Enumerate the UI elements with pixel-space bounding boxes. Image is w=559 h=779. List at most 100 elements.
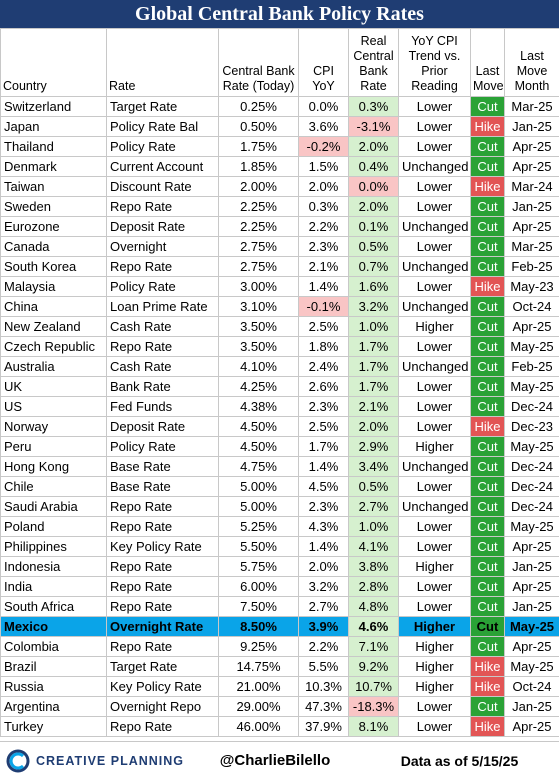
- cell-cpi: 4.5%: [298, 476, 349, 497]
- cell-rate: Base Rate: [106, 456, 219, 477]
- header-cpi: CPI YoY: [298, 28, 349, 97]
- cell-cb-rate: 2.75%: [218, 256, 299, 277]
- cell-cb-rate: 3.50%: [218, 316, 299, 337]
- cell-country: Switzerland: [0, 96, 107, 117]
- cell-cb-rate: 2.75%: [218, 236, 299, 257]
- cell-cb-rate: 3.10%: [218, 296, 299, 317]
- table-row: Argentina Overnight Repo 29.00% 47.3% -18.3%…: [0, 696, 559, 717]
- cell-rate: Bank Rate: [106, 376, 219, 397]
- cell-real-rate: 3.2%: [348, 296, 399, 317]
- cell-cpi-trend: Higher: [398, 316, 471, 337]
- table-row: India Repo Rate 6.00% 3.2% 2.8% Lower Cut Apr-2…: [0, 576, 559, 597]
- table-row: Russia Key Policy Rate 21.00% 10.3% 10.7% Hig…: [0, 676, 559, 697]
- cell-cb-rate: 3.50%: [218, 336, 299, 357]
- cell-rate: Current Account: [106, 156, 219, 177]
- table-row: Czech Republic Repo Rate 3.50% 1.8% 1.7% Lowe…: [0, 336, 559, 357]
- cell-cpi-trend: Higher: [398, 616, 471, 637]
- cell-cpi-trend: Unchanged: [398, 216, 471, 237]
- cell-real-rate: 3.8%: [348, 556, 399, 577]
- cell-country: Australia: [0, 356, 107, 377]
- cell-cpi-trend: Lower: [398, 476, 471, 497]
- cell-cpi: 2.3%: [298, 236, 349, 257]
- cell-real-rate: 0.0%: [348, 176, 399, 197]
- cell-cpi-trend: Lower: [398, 596, 471, 617]
- cell-real-rate: 1.7%: [348, 356, 399, 377]
- cell-cb-rate: 6.00%: [218, 576, 299, 597]
- cell-last-move-month: Jan-25: [504, 556, 559, 577]
- cell-rate: Overnight Repo: [106, 696, 219, 717]
- cell-rate: Repo Rate: [106, 496, 219, 517]
- cell-real-rate: 0.1%: [348, 216, 399, 237]
- cell-cb-rate: 5.25%: [218, 516, 299, 537]
- cell-last-move: Hike: [470, 276, 505, 297]
- brand-name: CREATIVE PLANNING: [36, 753, 185, 768]
- cell-cb-rate: 9.25%: [218, 636, 299, 657]
- cell-last-move-month: Mar-25: [504, 236, 559, 257]
- cell-cpi: 10.3%: [298, 676, 349, 697]
- cell-cpi: 3.6%: [298, 116, 349, 137]
- cell-country: Saudi Arabia: [0, 496, 107, 517]
- cell-last-move-month: Dec-24: [504, 396, 559, 417]
- cell-real-rate: 2.0%: [348, 196, 399, 217]
- cell-real-rate: 4.1%: [348, 536, 399, 557]
- cell-last-move: Cut: [470, 456, 505, 477]
- cell-rate: Policy Rate: [106, 436, 219, 457]
- table-row: Colombia Repo Rate 9.25% 2.2% 7.1% Higher Cut A…: [0, 636, 559, 657]
- cell-last-move: Cut: [470, 296, 505, 317]
- cell-rate: Repo Rate: [106, 336, 219, 357]
- cell-last-move-month: Mar-24: [504, 176, 559, 197]
- table-row: Sweden Repo Rate 2.25% 0.3% 2.0% Lower Cut Jan-…: [0, 196, 559, 217]
- cell-cpi-trend: Lower: [398, 416, 471, 437]
- cell-last-move-month: Feb-25: [504, 356, 559, 377]
- cell-last-move: Cut: [470, 576, 505, 597]
- cell-last-move: Cut: [470, 96, 505, 117]
- cell-rate: Deposit Rate: [106, 416, 219, 437]
- cell-last-move: Cut: [470, 356, 505, 377]
- cell-cpi-trend: Unchanged: [398, 296, 471, 317]
- cell-cb-rate: 4.25%: [218, 376, 299, 397]
- cell-country: US: [0, 396, 107, 417]
- cell-last-move-month: May-25: [504, 616, 559, 637]
- cell-cb-rate: 21.00%: [218, 676, 299, 697]
- cell-last-move: Cut: [470, 136, 505, 157]
- cell-real-rate: 1.7%: [348, 336, 399, 357]
- cell-rate: Loan Prime Rate: [106, 296, 219, 317]
- cell-cpi: 2.0%: [298, 176, 349, 197]
- table-row: New Zealand Cash Rate 3.50% 2.5% 1.0% Higher C…: [0, 316, 559, 337]
- cell-last-move-month: Apr-25: [504, 216, 559, 237]
- cell-cpi: 0.3%: [298, 196, 349, 217]
- cell-cpi-trend: Lower: [398, 116, 471, 137]
- cell-cpi-trend: Unchanged: [398, 156, 471, 177]
- cell-cpi-trend: Lower: [398, 716, 471, 737]
- cell-cpi-trend: Unchanged: [398, 356, 471, 377]
- cell-last-move: Cut: [470, 196, 505, 217]
- creative-planning-logo-icon: [6, 749, 30, 772]
- table-row: Taiwan Discount Rate 2.00% 2.0% 0.0% Lower Hik…: [0, 176, 559, 197]
- cell-rate: Repo Rate: [106, 596, 219, 617]
- cell-last-move: Cut: [470, 396, 505, 417]
- cell-country: Czech Republic: [0, 336, 107, 357]
- cell-cpi-trend: Unchanged: [398, 496, 471, 517]
- cell-last-move-month: Apr-25: [504, 576, 559, 597]
- footer: CREATIVE PLANNING @CharlieBilello Data a…: [0, 741, 559, 779]
- cell-last-move-month: Apr-25: [504, 716, 559, 737]
- cell-real-rate: 0.5%: [348, 236, 399, 257]
- cell-cpi: 2.0%: [298, 556, 349, 577]
- cell-cpi: 1.4%: [298, 456, 349, 477]
- cell-cpi: 5.5%: [298, 656, 349, 677]
- cell-cpi-trend: Lower: [398, 236, 471, 257]
- cell-real-rate: 10.7%: [348, 676, 399, 697]
- cell-cb-rate: 8.50%: [218, 616, 299, 637]
- data-date: Data as of 5/15/25: [400, 752, 519, 769]
- cell-country: Philippines: [0, 536, 107, 557]
- table-row: Australia Cash Rate 4.10% 2.4% 1.7% Unchanged…: [0, 356, 559, 377]
- cell-last-move-month: May-25: [504, 436, 559, 457]
- cell-cb-rate: 0.50%: [218, 116, 299, 137]
- cell-cpi-trend: Lower: [398, 336, 471, 357]
- cell-cpi-trend: Lower: [398, 516, 471, 537]
- cell-cpi: -0.1%: [298, 296, 349, 317]
- table-row: Chile Base Rate 5.00% 4.5% 0.5% Lower Cut Dec-2…: [0, 476, 559, 497]
- cell-last-move: Cut: [470, 536, 505, 557]
- table-row: UK Bank Rate 4.25% 2.6% 1.7% Lower Cut May-25: [0, 376, 559, 397]
- cell-last-move: Cut: [470, 476, 505, 497]
